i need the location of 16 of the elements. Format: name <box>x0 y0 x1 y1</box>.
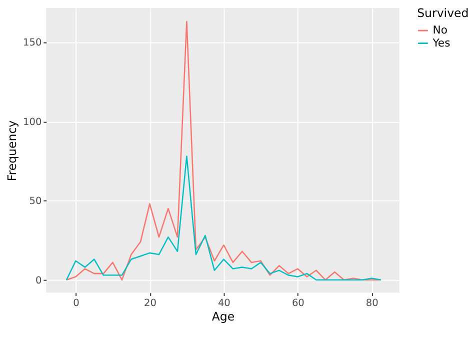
x-tick-label: 80 <box>366 298 378 309</box>
legend-title: Survived <box>417 6 469 20</box>
y-tick-label: 150 <box>23 38 42 49</box>
legend-label: No <box>432 23 448 36</box>
x-tick-label: 40 <box>218 298 230 309</box>
y-axis-title: Frequency <box>5 120 20 182</box>
x-tick-label: 20 <box>144 298 156 309</box>
legend-label: Yes <box>432 36 451 50</box>
y-tick-label: 100 <box>23 116 42 128</box>
y-tick-label: 50 <box>29 196 42 208</box>
x-tick-label: 60 <box>292 298 304 309</box>
line-series <box>66 20 382 281</box>
x-tick-label: 0 <box>73 298 80 309</box>
line-series <box>66 156 382 281</box>
y-tick-label: 0 <box>35 275 42 286</box>
x-axis-title: Age <box>212 310 235 324</box>
